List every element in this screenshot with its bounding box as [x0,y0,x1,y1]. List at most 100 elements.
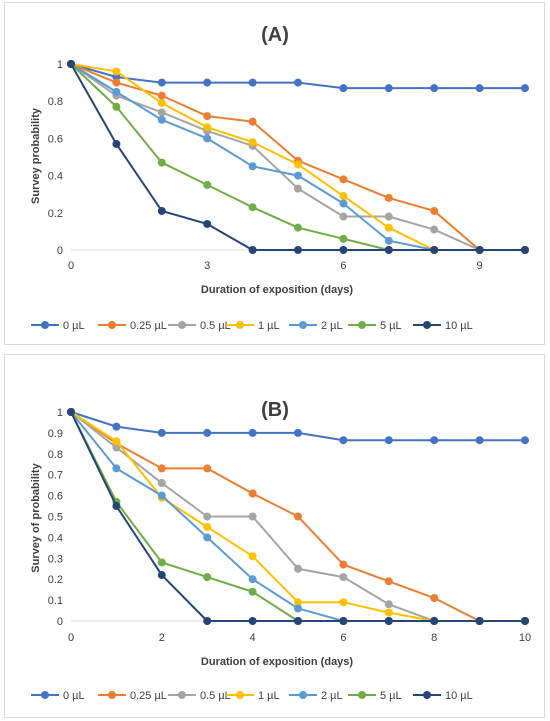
data-point [384,236,393,245]
y-tick-label: 0.4 [48,171,63,183]
legend-label: 5 µL [380,690,402,702]
data-point [157,491,166,500]
legend-item: 10 µL [413,320,473,332]
data-point [339,234,348,243]
data-point [157,479,166,488]
x-tick-label: 0 [68,260,74,272]
y-tick-label: 1 [57,407,63,419]
legend-item: 10 µL [413,690,473,702]
y-tick-label: 0.2 [48,574,63,586]
plot-area: 00.10.20.30.40.50.60.70.80.910 2 4 6 8 10 [48,407,531,644]
legend-label: 10 µL [445,320,473,332]
legend: 0 µL 0.25 µL 0.5 µL 1 µL 2 µL 5 µL 10 µL [31,690,473,702]
legend-marker [423,691,431,699]
y-tick-label: 0.9 [48,428,63,440]
chart-title: (B) [261,399,289,421]
legend-marker [236,321,244,329]
legend-label: 0.5 µL [200,690,231,702]
data-point [203,428,212,437]
data-point [475,617,484,625]
y-tick-label: 0.2 [48,208,63,220]
y-tick-label: 1 [57,59,63,71]
data-point [203,123,212,132]
y-axis-label: Survey probability [30,107,42,204]
data-point [248,428,257,437]
legend-item: 0.25 µL [98,320,167,332]
legend-marker [358,691,366,699]
data-point [157,428,166,437]
data-point [248,587,257,596]
data-point [248,78,257,87]
data-point [248,117,257,126]
data-point [384,193,393,202]
legend-label: 10 µL [445,690,473,702]
data-point [157,464,166,473]
legend: 0 µL 0.25 µL 0.5 µL 1 µL 2 µL 5 µL 10 µL [31,320,473,332]
y-axis-label: Survey of probability [30,462,42,572]
data-point [521,84,529,93]
data-point [294,160,302,169]
x-axis-label: Duration of exposition (days) [201,284,354,296]
data-point [521,246,529,254]
data-point [475,436,484,445]
data-point [157,206,166,215]
data-point [248,203,257,212]
legend-marker [358,321,366,329]
data-point [203,522,212,531]
data-point [157,78,166,87]
data-point [294,223,302,232]
legend-label: 2 µL [321,690,343,702]
data-point [384,436,393,445]
data-point [521,617,529,625]
x-tick-label: 9 [477,260,483,272]
data-point [203,78,212,87]
legend-label: 0.5 µL [200,320,231,332]
x-tick-label: 6 [340,260,346,272]
legend-item: 1 µL [226,320,280,332]
data-point [203,134,212,143]
chart-b-svg: (B) Duration of exposition (days) Survey… [30,399,531,702]
legend-marker [299,691,307,699]
data-point [203,112,212,121]
x-tick-label: 6 [340,632,346,644]
data-point [203,617,212,625]
legend-marker [236,691,244,699]
data-point [384,223,393,232]
data-point [112,73,121,82]
data-point [248,552,257,561]
legend-label: 0.25 µL [130,320,167,332]
data-point [339,84,348,93]
legend-item: 1 µL [226,690,280,702]
data-point [157,571,166,580]
chart-panel-b: (B) Duration of exposition (days) Survey… [4,354,545,718]
data-point [112,464,121,473]
x-tick-label: 10 [519,632,531,644]
y-tick-label: 0.3 [48,553,63,565]
legend-label: 0.25 µL [130,690,167,702]
data-point [294,564,302,573]
data-point [294,617,302,625]
legend-item: 0 µL [31,320,85,332]
data-point [339,573,348,582]
data-point [248,489,257,498]
data-point [112,78,121,87]
legend-label: 1 µL [258,320,280,332]
data-point [112,139,121,148]
legend-marker [178,691,186,699]
data-point [384,608,393,617]
data-point [112,443,121,452]
legend-label: 0 µL [63,320,85,332]
legend-marker [178,321,186,329]
plot-area: 0 0.2 0.4 0.6 0.8 1 0 3 6 9 [48,59,529,272]
legend-item: 5 µL [348,320,402,332]
x-axis-label: Duration of exposition (days) [201,656,354,668]
y-tick-label: 0.1 [48,595,63,607]
legend-item: 0.5 µL [168,320,231,332]
data-point [112,437,121,446]
data-point [203,533,212,542]
data-point [339,617,348,625]
data-point [157,91,166,100]
data-point [248,512,257,521]
x-tick-label: 2 [159,632,165,644]
data-point [384,577,393,586]
